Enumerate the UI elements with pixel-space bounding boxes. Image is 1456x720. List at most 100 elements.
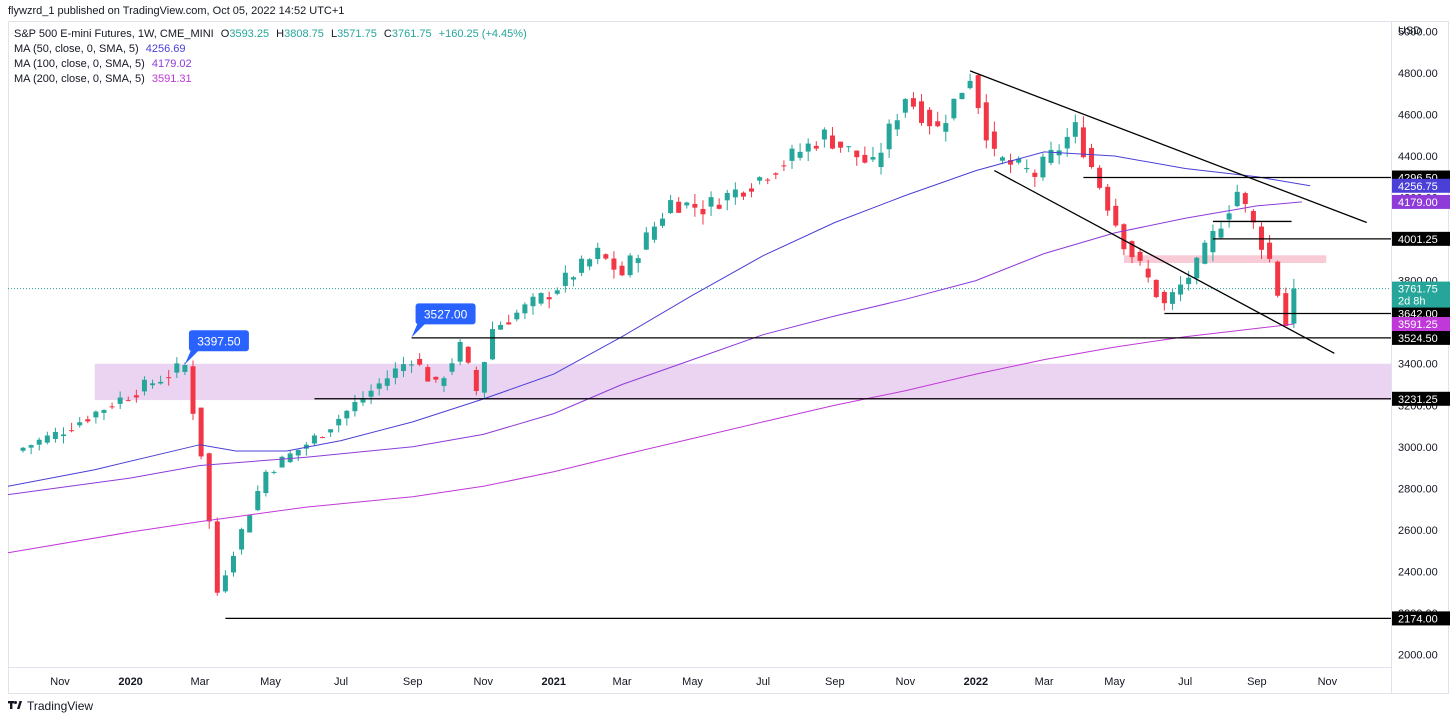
chart-legend: S&P 500 E-mini Futures, 1W, CME_MINI O35… — [14, 27, 531, 87]
candle-body — [198, 407, 204, 457]
candle-body — [579, 258, 585, 273]
candle-body — [829, 135, 835, 149]
price-scale-tag: 4179.00 — [1392, 194, 1450, 209]
candle-body — [117, 397, 123, 404]
candle-body — [546, 297, 552, 300]
supply-zone — [94, 363, 1391, 401]
candle-body — [967, 80, 973, 89]
candle-body — [360, 398, 366, 403]
candle-body — [514, 312, 520, 320]
candle-body — [700, 208, 706, 215]
x-tick-label: Jul — [1178, 676, 1192, 688]
candle-body — [765, 179, 771, 181]
price-scale-svg[interactable]: USD2000.002200.002400.002600.002800.0030… — [1392, 21, 1450, 694]
chart-frame — [8, 21, 1449, 694]
candle-body — [562, 272, 568, 286]
candle-body — [287, 453, 293, 463]
candle-body — [182, 364, 188, 372]
candle-body — [1089, 148, 1095, 168]
candle-body — [1080, 127, 1086, 158]
x-tick-label: Jul — [334, 676, 348, 688]
candle-body — [239, 529, 245, 550]
candle-body — [85, 419, 91, 422]
x-tick-label: Sep — [825, 676, 845, 688]
brand-footer[interactable]: TradingView — [8, 699, 93, 713]
candle-body — [481, 362, 487, 393]
candle-body — [1113, 205, 1119, 226]
countdown-label: 2d 8h — [1398, 296, 1426, 308]
price-tag-label: 3231.25 — [1398, 394, 1438, 406]
callout-box — [415, 303, 476, 325]
price-scale[interactable]: USD2000.002200.002400.002600.002800.0030… — [1391, 21, 1450, 694]
candle-body — [587, 259, 593, 267]
price-tag-bg — [1392, 317, 1450, 332]
candle-body — [1064, 136, 1070, 149]
ma50-name: MA (50, close, 0, SMA, 5) — [14, 43, 139, 55]
candle-body — [732, 189, 738, 198]
candle-body — [449, 363, 455, 372]
candle-body — [344, 410, 350, 419]
candle-body — [166, 377, 172, 379]
x-tick-label: Nov — [896, 676, 916, 688]
candle-body — [1226, 213, 1232, 220]
candle-body — [320, 437, 326, 439]
legend-ma50-row[interactable]: MA (50, close, 0, SMA, 5) 4256.69 — [14, 42, 531, 57]
ma100-line — [8, 201, 1303, 496]
publisher-caption: flywzrd_1 published on TradingView.com, … — [8, 5, 345, 17]
candle-body — [1008, 160, 1014, 165]
x-tick-label: Sep — [403, 676, 423, 688]
price-scale-tag: 3524.50 — [1392, 330, 1450, 345]
candle-body — [498, 324, 504, 330]
y-tick-label: 4400.00 — [1398, 151, 1438, 163]
candle-body — [959, 92, 965, 100]
candle-body — [1283, 293, 1289, 327]
time-scale-svg[interactable]: Nov 2020 Mar May Jul Sep Nov 2021 Mar May Jul Sep No… — [8, 668, 1391, 695]
legend-symbol-row: S&P 500 E-mini Futures, 1W, CME_MINI O35… — [14, 27, 531, 42]
candle-body — [854, 150, 860, 158]
candle-body — [441, 378, 447, 386]
price-tag-bg — [1392, 391, 1450, 406]
candle-body — [878, 152, 884, 168]
open-value: 3593.25 — [229, 28, 270, 40]
price-callout: 3527.00 — [411, 303, 476, 338]
price-scale-tag: 3591.25 — [1392, 317, 1450, 332]
y-tick-label: 2400.00 — [1398, 566, 1438, 578]
candle-body — [1194, 257, 1200, 279]
price-chart-svg[interactable]: 3397.50 3527.00 — [8, 21, 1391, 667]
candle-body — [1161, 291, 1167, 304]
low-value: 3571.75 — [337, 28, 377, 40]
price-tag-bg — [1392, 330, 1450, 345]
candle-body — [328, 429, 334, 433]
candle-body — [1234, 191, 1240, 207]
x-tick-label: Sep — [1247, 676, 1267, 688]
y-tick-label: 4600.00 — [1398, 109, 1438, 121]
candle-body — [554, 290, 560, 294]
x-tick-label: Nov — [1318, 676, 1338, 688]
candles-group — [20, 73, 1297, 596]
candle-body — [692, 203, 698, 208]
price-tag-bg — [1392, 281, 1450, 308]
price-tag-bg — [1392, 611, 1450, 626]
candle-body — [1072, 122, 1078, 137]
x-tick-label: Nov — [473, 676, 493, 688]
legend-ma100-row[interactable]: MA (100, close, 0, SMA, 5) 4179.02 — [14, 57, 531, 72]
candle-body — [910, 98, 916, 107]
candle-body — [376, 383, 382, 389]
price-tag-bg — [1392, 306, 1450, 321]
chart-plot-area[interactable]: 3397.50 3527.00 — [8, 21, 1391, 667]
high-value: 3808.75 — [284, 28, 324, 40]
time-scale[interactable]: Nov 2020 Mar May Jul Sep Nov 2021 Mar May Jul Sep No… — [8, 667, 1391, 694]
price-tag-bg — [1392, 231, 1450, 246]
price-tag-label: 2174.00 — [1398, 613, 1438, 625]
callout-label: 3527.00 — [424, 307, 468, 321]
candle-body — [1016, 158, 1022, 163]
candle-body — [44, 435, 50, 443]
x-tick-label: Mar — [613, 676, 632, 688]
candle-body — [1275, 261, 1281, 296]
legend-ma200-row[interactable]: MA (200, close, 0, SMA, 5) 3591.31 — [14, 72, 531, 87]
candle-body — [1250, 211, 1256, 223]
candle-body — [1218, 228, 1224, 238]
candle-body — [336, 418, 342, 426]
candle-body — [425, 367, 431, 382]
candle-body — [611, 258, 617, 270]
